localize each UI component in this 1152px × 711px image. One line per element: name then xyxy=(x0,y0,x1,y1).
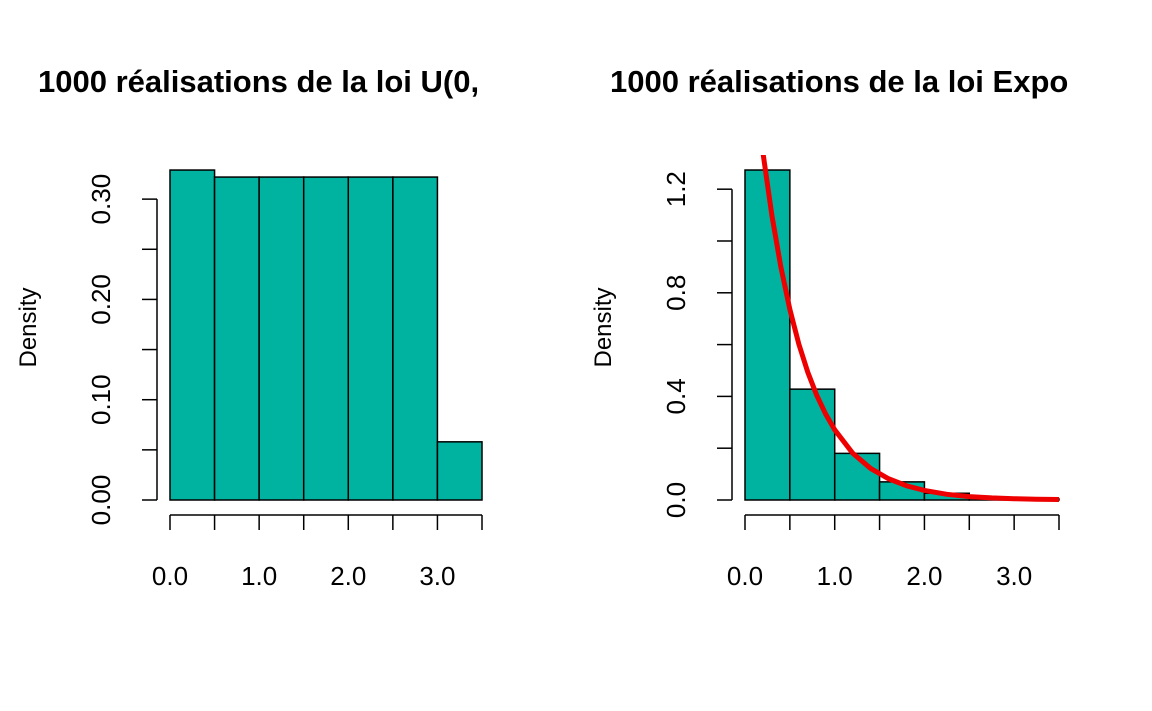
chart-title: 1000 réalisations de la loi Expo xyxy=(610,64,1068,99)
x-tick-label: 2.0 xyxy=(330,561,366,591)
bar xyxy=(213,176,260,501)
x-tick-label: 0.0 xyxy=(152,561,188,591)
density-curve xyxy=(760,155,1060,502)
bar xyxy=(436,441,483,501)
chart-title: 1000 réalisations de la loi U(0, xyxy=(38,64,479,99)
y-tick-label: 1.2 xyxy=(661,171,691,207)
x-tick-label: 1.0 xyxy=(817,561,853,591)
bar xyxy=(392,176,439,501)
bar xyxy=(258,176,305,501)
x-tick-label: 3.0 xyxy=(419,561,455,591)
y-axis-label: Density xyxy=(590,287,617,367)
y-axis-label: Density xyxy=(15,287,42,367)
bar xyxy=(789,388,836,501)
y-tick-label: 0.4 xyxy=(661,378,691,414)
y-tick-label: 0.20 xyxy=(86,274,116,325)
y-tick-label: 0.00 xyxy=(86,475,116,526)
y-tick-label: 0.30 xyxy=(86,174,116,225)
y-tick-label: 0.10 xyxy=(86,374,116,425)
bar xyxy=(347,176,394,501)
bar xyxy=(302,176,350,501)
x-tick-label: 0.0 xyxy=(727,561,763,591)
x-tick-label: 2.0 xyxy=(906,561,942,591)
y-tick-label: 0.0 xyxy=(661,482,691,518)
bar xyxy=(833,452,881,501)
x-tick-label: 3.0 xyxy=(996,561,1032,591)
bar xyxy=(744,169,791,501)
y-tick-label: 0.8 xyxy=(661,275,691,311)
bar xyxy=(169,169,216,501)
x-tick-label: 1.0 xyxy=(241,561,277,591)
